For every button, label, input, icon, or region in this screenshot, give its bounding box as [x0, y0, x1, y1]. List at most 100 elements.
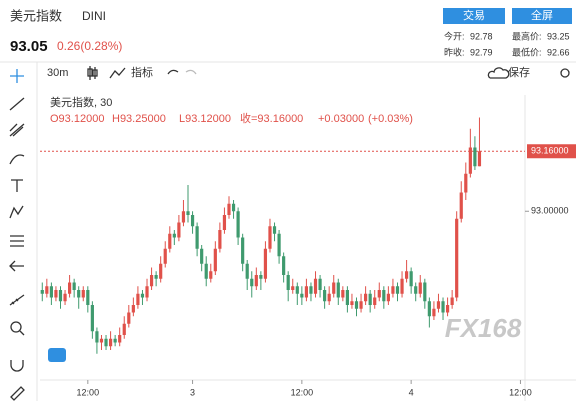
trade-label[interactable]: 交易	[463, 8, 485, 22]
candle-icon[interactable]	[87, 66, 98, 80]
candle-body	[427, 301, 431, 317]
indicator-icon[interactable]	[109, 67, 126, 79]
interval[interactable]: 30m	[47, 67, 68, 79]
candle-body	[359, 301, 363, 309]
x-tick-label: 12:00	[291, 387, 314, 397]
stat-label: 最低价:	[512, 46, 542, 57]
stat-label: 最高价:	[512, 30, 542, 41]
x-tick-label: 4	[409, 387, 414, 397]
candle-body	[441, 301, 445, 313]
candle-body	[195, 226, 199, 249]
drawing-tools[interactable]	[9, 69, 25, 401]
candle-body	[400, 278, 404, 294]
candle-body	[186, 211, 190, 215]
candle-body	[263, 248, 268, 279]
candle-body	[77, 290, 81, 298]
fullscreen-label[interactable]: 全屏	[531, 8, 553, 22]
candle-body	[168, 233, 172, 249]
settings[interactable]	[560, 68, 570, 78]
candle-body	[218, 230, 222, 249]
candle-body	[149, 275, 154, 287]
candle-body	[450, 297, 454, 305]
y-tick-label: 93.00000	[531, 206, 569, 216]
candle-body	[455, 218, 459, 298]
legend-value: H93.25000	[112, 113, 166, 125]
candle-body	[177, 222, 181, 238]
stat-label: 今开:	[444, 30, 465, 41]
candle-body	[163, 248, 167, 264]
candle-body	[122, 323, 126, 335]
candle-body	[309, 286, 313, 294]
candle-body	[95, 331, 99, 343]
x-tick-label: 3	[190, 387, 195, 397]
candle-body	[154, 275, 158, 279]
fullscreen-button[interactable]	[512, 8, 572, 24]
candle-body	[54, 290, 58, 298]
candle-body	[140, 293, 145, 298]
trade-button[interactable]	[443, 8, 505, 24]
candle-body	[172, 233, 176, 238]
candle-body	[477, 151, 482, 167]
candle-body	[272, 226, 277, 234]
candle-body	[254, 275, 258, 287]
candle-body	[68, 282, 72, 294]
title: 美元指数	[10, 8, 62, 23]
stat-value: 93.25	[547, 31, 570, 41]
candle-body	[222, 215, 227, 230]
stat-value: 92.66	[547, 47, 570, 57]
candle-body	[213, 248, 217, 272]
indicators[interactable]: 指标	[131, 65, 153, 79]
legend-value: L93.12000	[179, 113, 231, 125]
x-tick-label: 12:00	[509, 387, 532, 397]
candle-body	[268, 226, 272, 249]
candle-body	[423, 282, 427, 302]
candle-body	[63, 293, 67, 302]
cloud-icon[interactable]	[487, 67, 510, 79]
candle-body	[108, 338, 113, 347]
candle-body	[259, 275, 263, 279]
legend-title: 美元指数, 30	[50, 95, 112, 109]
candle-body	[200, 248, 204, 264]
candle-body	[145, 286, 149, 298]
candle-body	[190, 215, 195, 227]
candle-body	[304, 286, 309, 298]
candle-body	[382, 290, 386, 302]
candle-body	[104, 338, 108, 347]
candle-body	[350, 301, 354, 305]
candle-body	[291, 286, 295, 290]
candle-body	[459, 192, 463, 219]
candle-body	[300, 293, 304, 298]
candle-body	[468, 147, 472, 174]
candle-body	[391, 286, 395, 294]
candle-body	[409, 271, 413, 287]
logo	[48, 348, 66, 362]
candle-body	[241, 237, 245, 264]
candle-body	[404, 271, 409, 279]
candle-body	[336, 282, 340, 298]
candle-body	[58, 290, 63, 302]
candle-body	[414, 286, 418, 294]
candle-body	[386, 293, 390, 302]
candle-body	[313, 278, 318, 294]
candle-body	[354, 301, 359, 309]
candle-body	[118, 335, 122, 343]
legend-value: (+0.03%)	[368, 113, 413, 125]
undo[interactable]	[167, 69, 179, 75]
candle-body	[204, 263, 208, 279]
candle-body	[45, 286, 49, 294]
candle-body	[332, 282, 336, 294]
candle-body	[99, 338, 104, 343]
save[interactable]: 保存	[508, 65, 530, 79]
candle-body	[245, 263, 249, 279]
legend-value: 收=93.16000	[240, 111, 303, 125]
candle-body	[473, 147, 477, 167]
candle-body	[277, 233, 281, 257]
candle-body	[295, 286, 299, 294]
candle-body	[395, 286, 400, 294]
last-price-box	[527, 144, 576, 159]
redo[interactable]	[185, 69, 197, 75]
stat-value: 92.78	[470, 31, 493, 41]
candle-body	[464, 173, 468, 193]
candle-body	[323, 290, 327, 302]
